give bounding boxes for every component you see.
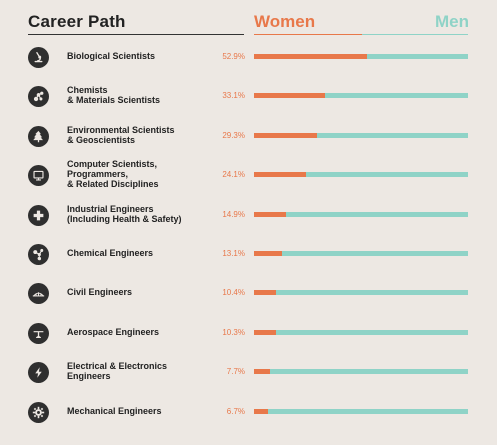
category-label-line: Chemical Engineers [67, 248, 154, 258]
men-bar [254, 93, 468, 99]
men-bar [254, 408, 468, 414]
men-bar [254, 290, 468, 296]
category-label-line: Engineers [67, 371, 111, 382]
women-bar [254, 290, 277, 296]
women-bar [254, 329, 277, 335]
chart-row: Biological Scientists 52.9% [0, 38, 497, 77]
chart-row: Electrical & Electronics Engineers 7.7% [0, 353, 497, 392]
category-label-line: Electrical & Electronics [67, 361, 168, 372]
men-bar [254, 251, 468, 256]
legend-women: Women [254, 12, 316, 31]
medical-cross-icon [28, 204, 49, 226]
women-percent-label: 29.3% [222, 130, 245, 140]
category-label: Chemists & Materials Scientists [67, 85, 217, 105]
category-label-line: Computer Scientists, [67, 159, 158, 170]
chart-row: Civil Engineers 10.4% [0, 274, 497, 313]
chart-row: Mechanical Engineers 6.7% [0, 393, 497, 432]
chart-row: Computer Scientists, Programmers, & Relate… [0, 156, 497, 195]
women-bar [254, 211, 286, 217]
bridge-icon [28, 283, 49, 305]
category-label: Computer Scientists, Programmers, & Relate… [67, 159, 217, 189]
men-bar [254, 211, 468, 217]
women-bar [254, 408, 269, 414]
category-label-line: & Materials Scientists [67, 95, 161, 106]
legend-men: Men [435, 12, 469, 31]
chart-row: Industrial Engineers (Including Health & … [0, 196, 497, 235]
lightning-icon [28, 362, 49, 384]
computer-icon [28, 165, 49, 187]
category-label-line: Chemists [67, 85, 108, 96]
men-bar [254, 132, 468, 138]
men-bar [254, 329, 468, 335]
women-percent-label: 52.9% [222, 52, 245, 61]
category-label: Electrical & Electronics Engineers [67, 361, 217, 381]
women-bar [254, 369, 271, 375]
microscope-icon [28, 47, 49, 68]
women-bar [254, 93, 325, 99]
chart-row: Environmental Scientists & Geoscientists 2… [0, 117, 497, 156]
page-title: Career Path [28, 12, 126, 31]
women-bar [254, 172, 306, 178]
category-label-line: & Related Disciplines [67, 179, 159, 190]
women-percent-label: 10.4% [222, 288, 245, 298]
women-percent-label: 14.9% [222, 209, 245, 219]
chart-row: Chemists & Materials Scientists 33.1% [0, 77, 497, 116]
category-label: Civil Engineers [67, 287, 217, 297]
legend-underline-women [254, 34, 362, 35]
women-percent-label: 10.3% [222, 327, 245, 337]
women-bar [254, 54, 368, 59]
chart-row: Chemical Engineers 13.1% [0, 235, 497, 274]
women-bar [254, 132, 317, 138]
airplane-icon [28, 322, 49, 344]
category-label-line: (Including Health & Safety) [67, 213, 182, 224]
men-bar [254, 369, 468, 375]
category-label-line: & Geoscientists [67, 134, 136, 145]
category-label-line: Aerospace Engineers [67, 326, 160, 337]
category-label: Chemical Engineers [67, 248, 217, 258]
category-label: Biological Scientists [67, 51, 217, 61]
men-bar [254, 172, 468, 178]
women-bar [254, 251, 283, 256]
category-label-line: Mechanical Engineers [67, 405, 162, 416]
women-percent-label: 13.1% [222, 249, 245, 258]
category-label: Industrial Engineers (Including Health & … [67, 204, 217, 224]
category-label-line: Industrial Engineers [67, 203, 154, 214]
tree-icon [28, 125, 49, 147]
molecule-icon [28, 86, 49, 108]
title-underline [28, 34, 244, 35]
category-label-line: Biological Scientists [67, 51, 156, 61]
category-label-line: Programmers, [67, 169, 129, 180]
women-percent-label: 6.7% [226, 406, 245, 416]
category-label: Mechanical Engineers [67, 406, 217, 416]
chart-row: Aerospace Engineers 10.3% [0, 314, 497, 353]
category-label-line: Environmental Scientists [67, 124, 175, 135]
men-bar [254, 54, 468, 59]
gear-icon [28, 401, 49, 423]
category-label: Aerospace Engineers [67, 327, 217, 337]
flask-molecule-icon [28, 244, 49, 265]
category-label: Environmental Scientists & Geoscientists [67, 125, 217, 145]
category-label-line: Civil Engineers [67, 287, 133, 298]
women-percent-label: 24.1% [222, 170, 245, 180]
women-percent-label: 33.1% [222, 91, 245, 101]
women-percent-label: 7.7% [226, 367, 245, 377]
